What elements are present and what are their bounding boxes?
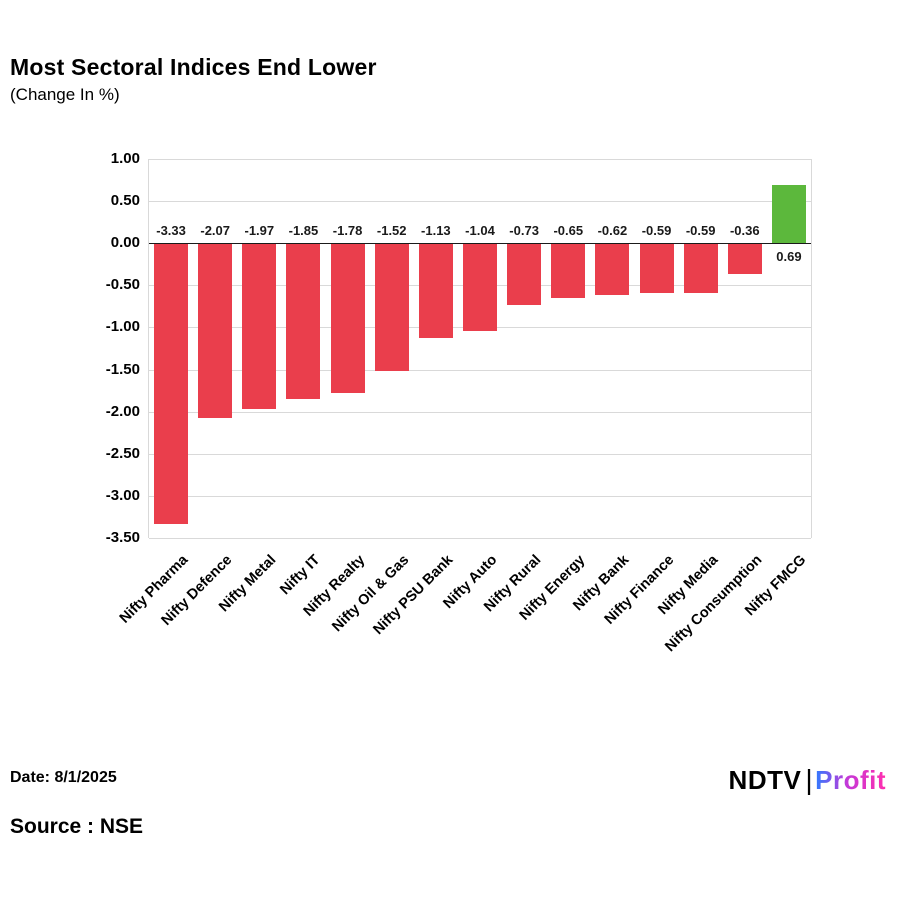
bar [418,243,453,339]
bar-value-label: -1.97 [244,223,275,239]
bar [639,243,674,293]
bar [198,243,233,418]
y-tick-label: -2.50 [105,444,140,462]
bar-value-label: -0.59 [641,223,672,239]
gridline [149,538,811,539]
bar [463,243,497,331]
bar-value-label: -0.59 [685,223,716,239]
y-tick-label: 0.00 [110,234,140,252]
bar-chart: 1.00 0.50 0.00 -0.50 -1.00 -1.50 -2.00 -2.50 -3.… [0,150,900,655]
gridline [149,159,811,160]
bar-value-label: -1.13 [421,223,451,239]
y-tick-label: -3.00 [105,486,140,504]
chart-subtitle: (Change In %) [10,85,120,104]
gridline [149,453,811,455]
zero-line [149,243,811,245]
bar-value-label: -1.85 [288,223,319,239]
plot-area: -3.33 -2.07 -1.97 -1.85 -1.78 -1.52 -1.13 -1.04… [148,159,812,539]
y-tick-label: -1.50 [105,360,140,378]
chart-title: Most Sectoral Indices End Lower [10,54,377,80]
gridline [149,201,811,203]
bar-value-label: 0.69 [776,249,802,265]
gridline [149,495,811,497]
y-tick-label: -1.00 [105,318,140,336]
bar-value-label: -0.65 [553,223,584,239]
bar [551,243,586,298]
bar [507,243,542,305]
source-label: Source : NSE [10,815,144,838]
gridline [149,369,811,371]
y-tick-label: 1.00 [110,150,140,167]
profit-logo-text: Profit [815,765,886,795]
bar [330,243,365,394]
bar [683,243,718,293]
y-tick-label: -3.50 [105,529,140,546]
bar-value-label: -0.73 [509,223,539,239]
bar-value-label: -1.04 [465,223,495,239]
y-axis: 1.00 0.50 0.00 -0.50 -1.00 -1.50 -2.00 -2.50 -3.… [0,150,140,546]
bar [154,243,189,524]
bar [727,243,762,274]
y-tick-label: -2.00 [105,402,140,420]
bar [771,185,806,244]
date-label: Date: 8/1/2025 [10,769,117,786]
bar [286,243,321,400]
logo-separator: | [805,764,814,795]
bar-value-label: -0.62 [597,223,628,239]
bar-value-label: -2.07 [200,223,230,239]
bar-value-label: -1.52 [376,223,407,239]
bar [595,243,630,296]
ndtv-profit-logo: NDTV |Profit [729,764,886,796]
bar [374,243,409,372]
gridline [149,411,811,413]
bar-value-label: -0.36 [729,223,760,239]
y-tick-label: -0.50 [105,276,140,294]
x-axis: Nifty Pharma Nifty Defence Nifty Metal Nift… [117,546,810,746]
ndtv-logo-text: NDTV [728,765,802,795]
y-tick-label: 0.50 [110,192,140,210]
bar [242,243,277,410]
bar-value-label: -1.78 [332,223,363,239]
bar-value-label: -3.33 [156,223,186,239]
